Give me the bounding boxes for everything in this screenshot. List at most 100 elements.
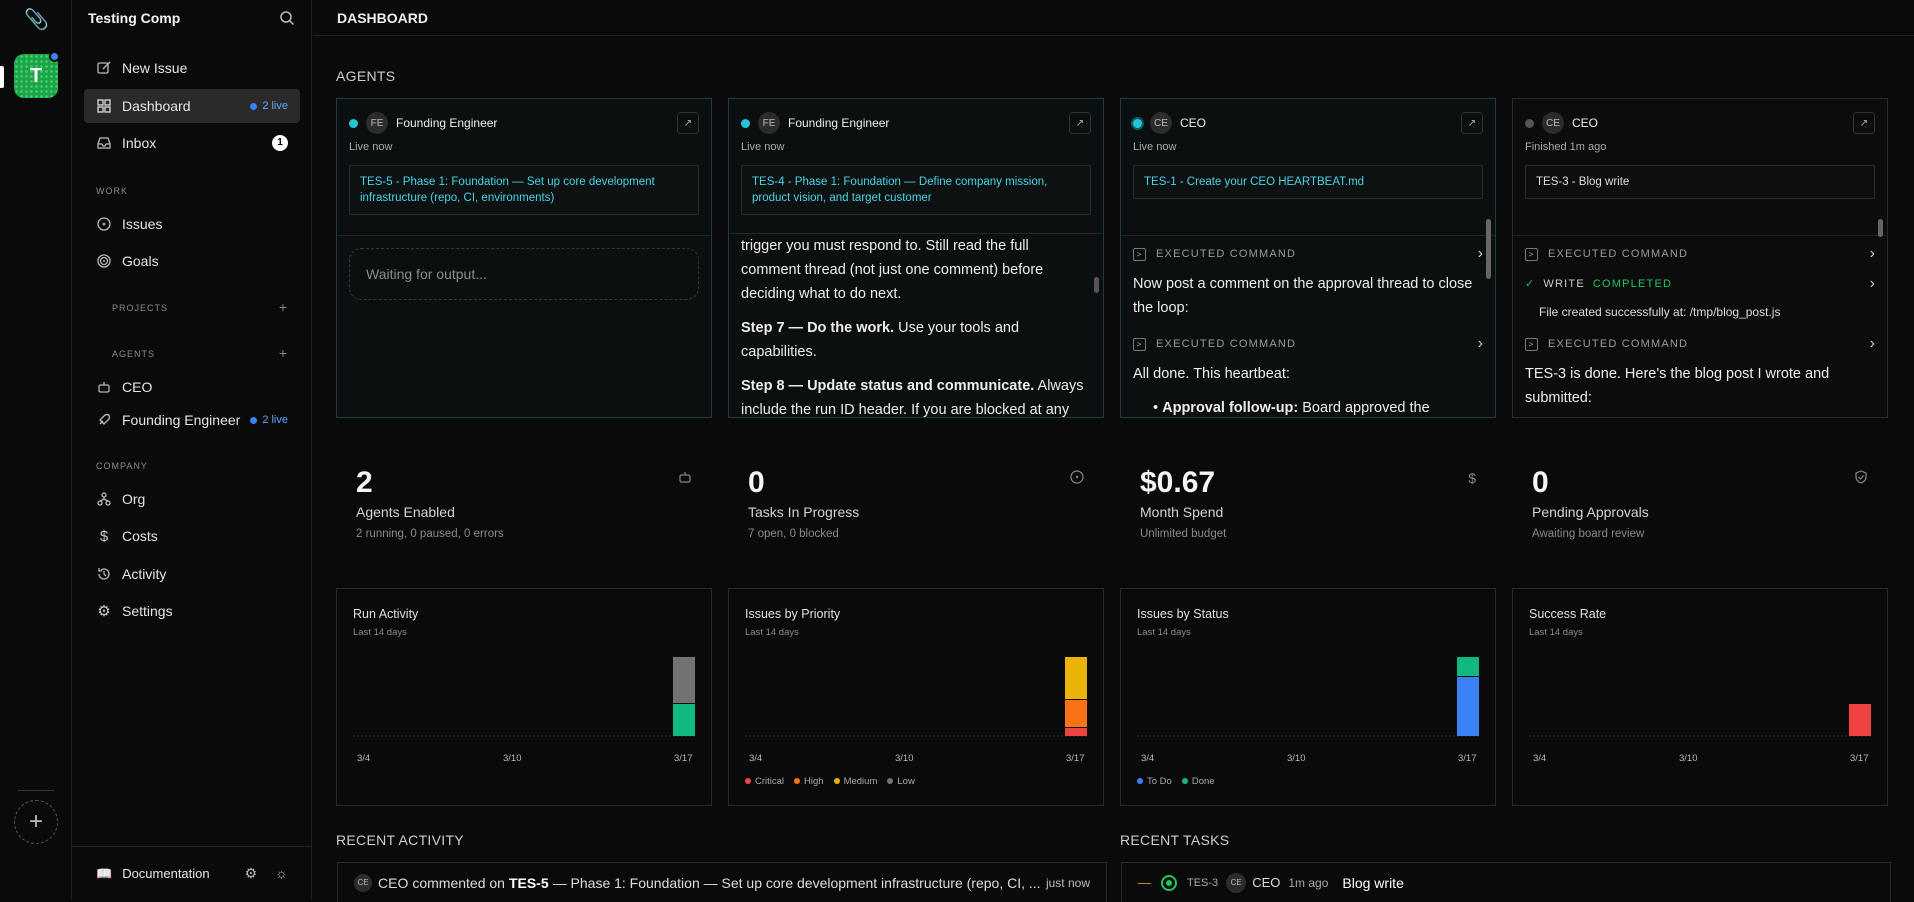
rocket-icon: [96, 412, 112, 428]
open-external-icon[interactable]: ↗: [1461, 112, 1483, 134]
dollar-icon: $: [99, 527, 109, 545]
executed-command-row[interactable]: > EXECUTED COMMAND ›: [1525, 240, 1875, 268]
agent-status: Live now: [1133, 141, 1177, 153]
sidebar-item-inbox[interactable]: Inbox 1: [84, 126, 300, 160]
agent-card[interactable]: CE CEO ↗ Live now TES-1 - Create your CE…: [1120, 98, 1496, 418]
executed-command-label: EXECUTED COMMAND: [1156, 338, 1297, 350]
inbox-count-badge: 1: [272, 135, 288, 151]
executed-command-label: EXECUTED COMMAND: [1156, 248, 1297, 260]
activity-row[interactable]: CE CEO commented on TES-5 — Phase 1: Fou…: [337, 862, 1107, 902]
sidebar-item-ceo[interactable]: CEO: [84, 370, 300, 404]
activity-issue-link[interactable]: TES-5: [508, 874, 549, 891]
agent-card[interactable]: CE CEO ↗ Finished 1m ago TES-3 - Blog wr…: [1512, 98, 1888, 418]
open-external-icon[interactable]: ↗: [1069, 112, 1091, 134]
terminal-icon: >: [1133, 247, 1146, 261]
terminal-icon: >: [1525, 337, 1538, 351]
org-label: Org: [122, 491, 146, 507]
activity-actor: CEO: [378, 874, 409, 891]
agent-avatar: CE: [1542, 112, 1564, 134]
live-status-dot: [349, 118, 358, 128]
theme-toggle-sun-icon[interactable]: ☼: [275, 865, 288, 881]
chart-bar-medium: [1065, 657, 1087, 699]
search-icon[interactable]: [279, 10, 295, 26]
executed-command-label: EXECUTED COMMAND: [1548, 248, 1689, 260]
metric-card[interactable]: 0 Tasks In Progress 7 open, 0 blocked: [728, 450, 1104, 560]
scrollbar[interactable]: [1094, 277, 1099, 293]
scrollbar[interactable]: [1486, 219, 1491, 279]
agent-task-link[interactable]: TES-3 - Blog write: [1525, 165, 1875, 199]
add-workspace-button[interactable]: +: [14, 800, 58, 844]
chart-svg: 3/4 3/10 3/17: [1529, 704, 1873, 764]
metric-value: 0: [748, 466, 765, 499]
executed-command-row[interactable]: > EXECUTED COMMAND ›: [1133, 240, 1483, 268]
agent-card[interactable]: FE Founding Engineer ↗ Live now TES-4 - …: [728, 98, 1104, 418]
legend-label: High: [804, 776, 824, 787]
chart-svg: 3/4 3/10 3/17: [745, 657, 1089, 764]
section-work: WORK: [96, 186, 286, 196]
open-external-icon[interactable]: ↗: [677, 112, 699, 134]
agent-avatar: FE: [366, 112, 388, 134]
metric-card[interactable]: 0 Pending Approvals Awaiting board revie…: [1512, 450, 1888, 560]
legend-item: High: [794, 776, 824, 787]
recent-tasks-title: RECENT TASKS: [1120, 832, 1230, 848]
sidebar-item-settings[interactable]: ⚙ Settings: [84, 594, 300, 628]
chart-subtitle: Last 14 days: [1137, 627, 1191, 638]
open-external-icon[interactable]: ↗: [1853, 112, 1875, 134]
sidebar-item-dashboard[interactable]: Dashboard 2 live: [84, 89, 300, 123]
chart-run-activity: Run Activity Last 14 days 3/4 3/10 3/17: [336, 588, 712, 806]
sidebar-item-activity[interactable]: Activity: [84, 557, 300, 591]
write-row[interactable]: ✓ WRITE COMPLETED › File created successful…: [1525, 272, 1875, 324]
output-list-item: • Approval follow-up: Board approved the: [1153, 400, 1430, 416]
new-issue-button[interactable]: New Issue: [84, 51, 300, 85]
paperclip-icon[interactable]: 📎: [24, 9, 49, 31]
projects-section-label: PROJECTS: [112, 303, 169, 313]
executed-command-row[interactable]: > EXECUTED COMMAND ›: [1525, 330, 1875, 358]
x-tick-label: 3/17: [1458, 753, 1477, 764]
agent-status: Live now: [349, 141, 393, 153]
company-section-label: COMPANY: [96, 461, 148, 471]
agent-avatar: CE: [1150, 112, 1172, 134]
scrollbar[interactable]: [1878, 219, 1883, 237]
metric-value: 0: [1532, 466, 1549, 499]
agent-task-link[interactable]: TES-4 - Phase 1: Foundation — Define com…: [741, 165, 1091, 215]
agent-task-link[interactable]: TES-5 - Phase 1: Foundation — Set up cor…: [349, 165, 699, 215]
add-agent-plus-icon[interactable]: +: [278, 345, 288, 361]
agents-section-label: AGENTS: [112, 349, 156, 359]
chevron-right-icon: ›: [1869, 335, 1875, 352]
agent-name: CEO: [1180, 116, 1207, 130]
agent-task-link[interactable]: TES-1 - Create your CEO HEARTBEAT.md: [1133, 165, 1483, 199]
chart-legend: Critical High Medium Low: [745, 776, 915, 787]
executed-command-row[interactable]: > EXECUTED COMMAND ›: [1133, 330, 1483, 358]
documentation-link[interactable]: 📖 Documentation: [96, 866, 210, 882]
x-tick-label: 3/4: [1533, 753, 1546, 764]
sidebar-item-goals[interactable]: Goals: [84, 244, 300, 278]
priority-dash-icon: —: [1138, 875, 1151, 890]
workspace-avatar[interactable]: T: [14, 54, 58, 98]
sidebar-item-founding-engineer[interactable]: Founding Engineer 2 live: [84, 403, 300, 437]
status-circle-icon[interactable]: [1161, 874, 1177, 891]
activity-verb: commented on: [412, 874, 505, 891]
legend-item: Low: [887, 776, 915, 787]
agent-card[interactable]: FE Founding Engineer ↗ Live now TES-5 - …: [336, 98, 712, 418]
add-project-plus-icon[interactable]: +: [278, 299, 288, 315]
settings-gear-icon[interactable]: ⚙: [244, 865, 258, 881]
page-header: DASHBOARD: [313, 0, 1914, 36]
x-tick-label: 3/10: [1679, 753, 1698, 764]
output-paragraph: Now post a comment on the approval threa…: [1133, 276, 1473, 316]
metric-card[interactable]: $0.67 Month Spend Unlimited budget $: [1120, 450, 1496, 560]
metric-label: Tasks In Progress: [748, 504, 860, 520]
legend-item: Critical: [745, 776, 784, 787]
chart-subtitle: Last 14 days: [353, 627, 407, 638]
output-paragraph: All done. This heartbeat:: [1133, 366, 1290, 382]
live-status-dot: [741, 118, 750, 128]
task-row[interactable]: — TES-3 CE CEO 1m ago Blog write: [1121, 862, 1891, 902]
metric-card[interactable]: 2 Agents Enabled 2 running, 0 paused, 0 …: [336, 450, 712, 560]
new-issue-label: New Issue: [122, 60, 188, 76]
sidebar: Testing Comp New Issue Dashboard 2 live …: [72, 0, 312, 900]
executed-command-label: EXECUTED COMMAND: [1548, 338, 1689, 350]
sidebar-item-issues[interactable]: Issues: [84, 207, 300, 241]
output-bold: Approval follow-up:: [1162, 400, 1299, 416]
chart-title: Run Activity: [353, 607, 419, 621]
sidebar-item-costs[interactable]: $ Costs: [84, 519, 300, 553]
sidebar-item-org[interactable]: Org: [84, 482, 300, 516]
